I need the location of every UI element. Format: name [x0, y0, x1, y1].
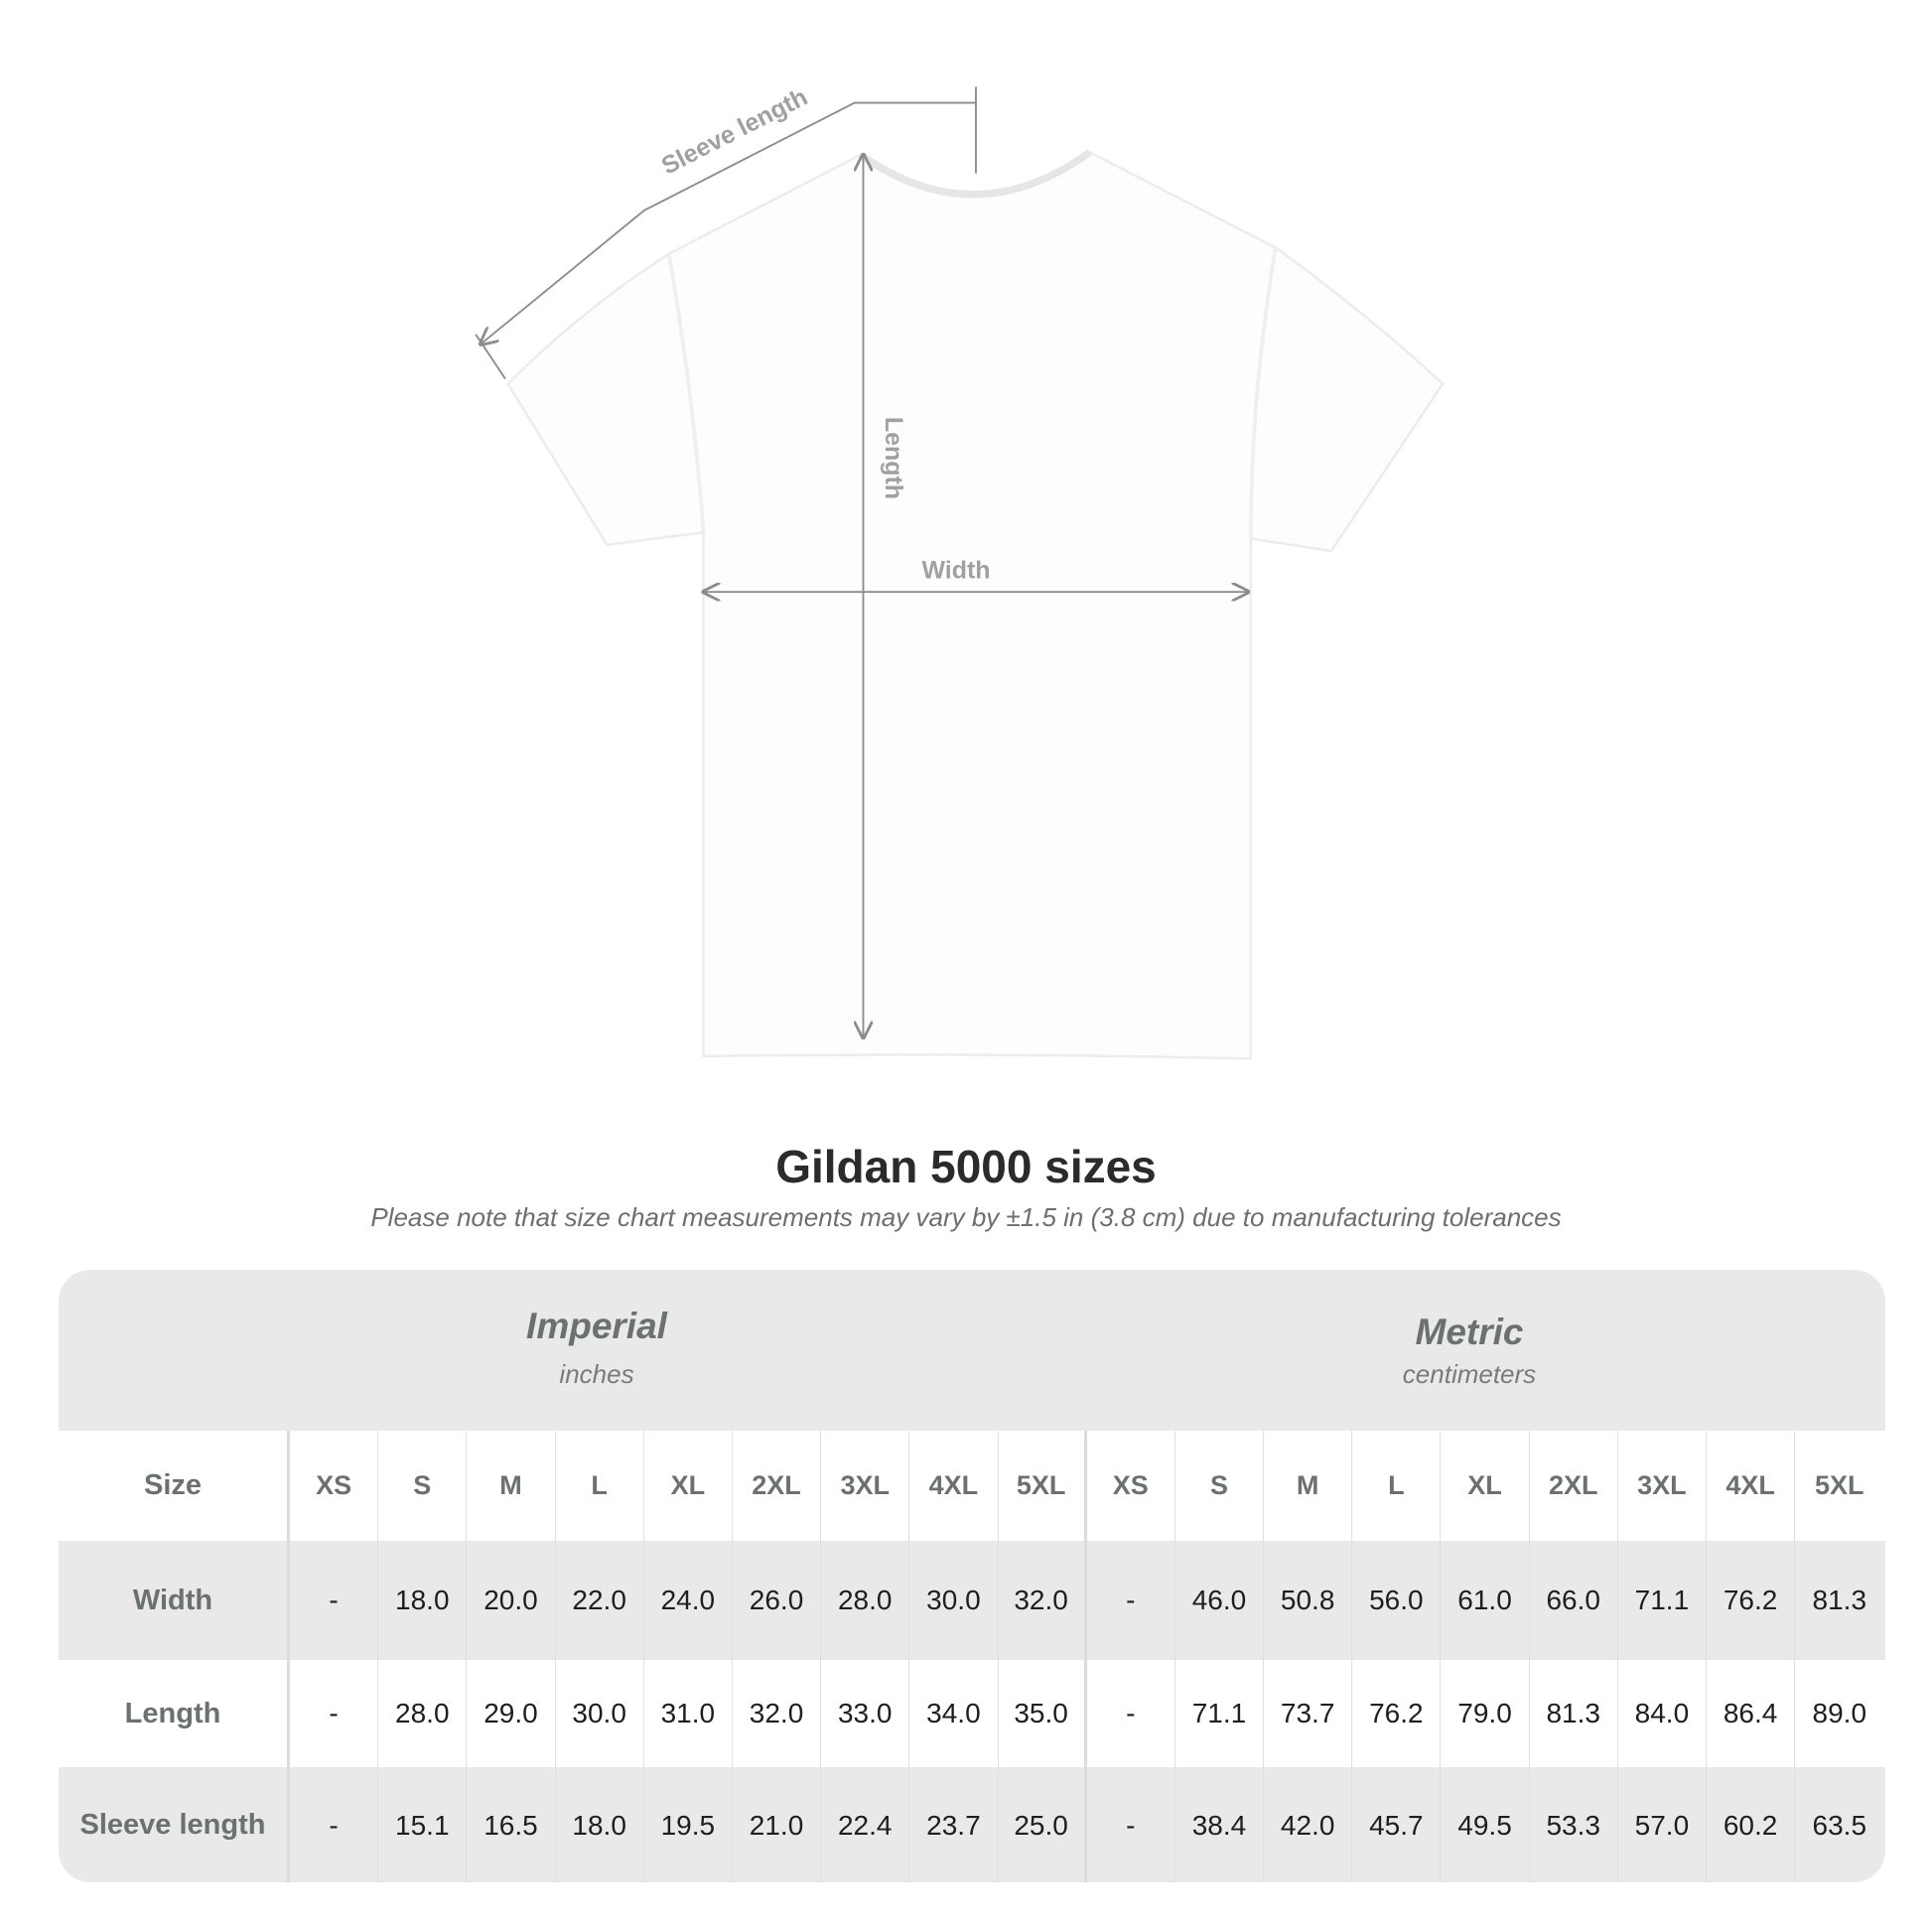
table-cell: 32.0: [999, 1541, 1087, 1660]
page-title: Gildan 5000 sizes: [775, 1141, 1157, 1192]
table-cell: -: [1087, 1541, 1175, 1660]
table-cell: 33.0: [821, 1660, 910, 1767]
table-cell: 81.3: [1530, 1660, 1618, 1767]
table-cell: 56.0: [1352, 1541, 1442, 1660]
table-cell: 31.0: [644, 1660, 733, 1767]
size-header: 4XL: [1707, 1431, 1796, 1541]
table-cell: -: [290, 1660, 379, 1767]
table-row: Sleeve length -15.1 16.5 18.0 19.5 21.0 22.4 23…: [59, 1767, 1885, 1882]
size-header: L: [556, 1431, 644, 1541]
table-cell: 79.0: [1441, 1660, 1530, 1767]
imperial-unit: inches: [559, 1359, 634, 1389]
table-cell: 71.1: [1175, 1660, 1265, 1767]
size-header: 5XL: [1815, 1470, 1864, 1500]
table-cell: 29.0: [467, 1660, 556, 1767]
size-header: XS: [1087, 1431, 1175, 1541]
size-header: L: [1352, 1431, 1442, 1541]
table-cell: 61.0: [1441, 1541, 1530, 1660]
table-cell: 50.8: [1264, 1541, 1353, 1660]
size-header: XL: [644, 1431, 733, 1541]
table-cell: 19.5: [644, 1767, 733, 1882]
table-cell: 53.3: [1530, 1767, 1618, 1882]
row-label: Size: [59, 1431, 290, 1541]
metric-header: Metric centimeters: [1122, 1311, 1817, 1390]
table-cell: 22.0: [556, 1541, 644, 1660]
size-header: XS: [290, 1431, 379, 1541]
table-cell: 76.2: [1352, 1660, 1442, 1767]
table-cell: -: [290, 1541, 379, 1660]
size-header: XL: [1441, 1431, 1530, 1541]
row-label: Length: [59, 1660, 290, 1767]
row-label: Width: [59, 1541, 290, 1660]
table-cell: 22.4: [821, 1767, 910, 1882]
tshirt-diagram: Sleeve length Length Width: [475, 83, 1445, 1060]
tshirt-shape: [505, 150, 1445, 1060]
table-cell: -: [1087, 1767, 1175, 1882]
size-header: 4XL: [909, 1431, 999, 1541]
table-cell: 25.0: [999, 1767, 1087, 1882]
table-cell: 26.0: [733, 1541, 822, 1660]
size-header-row: Size XS S M L XL 2XL 3XL 4XL 5XL XS S M L XL 2XL 3XL 4XL 5…: [59, 1431, 1885, 1541]
width-label: Width: [922, 556, 991, 584]
table-cell: 28.0: [378, 1660, 468, 1767]
metric-title: Metric: [1415, 1311, 1524, 1352]
table-cell: -: [290, 1767, 379, 1882]
table-cell: 24.0: [644, 1541, 733, 1660]
table-cell: 21.0: [733, 1767, 822, 1882]
sleeve-length-arrow: [475, 86, 977, 380]
length-label: Length: [880, 417, 907, 499]
table-row: Width -18.0 20.0 22.0 24.0 26.0 28.0 30.0 32.0-4…: [59, 1541, 1885, 1660]
table-cell: 18.0: [556, 1767, 644, 1882]
table-cell: 71.1: [1618, 1541, 1707, 1660]
table-cell: 30.0: [909, 1541, 999, 1660]
size-header: 2XL: [1530, 1431, 1618, 1541]
table-cell: 42.0: [1264, 1767, 1353, 1882]
tolerance-note: Please note that size chart measurements…: [370, 1202, 1562, 1232]
table-cell: 89.0: [1812, 1698, 1867, 1728]
table-cell: 86.4: [1707, 1660, 1796, 1767]
table-cell: 16.5: [467, 1767, 556, 1882]
size-header: S: [378, 1431, 468, 1541]
imperial-title: Imperial: [526, 1306, 667, 1346]
table-cell: 66.0: [1530, 1541, 1618, 1660]
table-cell: 45.7: [1352, 1767, 1442, 1882]
table-cell: 28.0: [821, 1541, 910, 1660]
header-band: [59, 1270, 1885, 1431]
table-cell: 60.2: [1707, 1767, 1796, 1882]
size-table: Imperial inches Metric centimeters Size X…: [59, 1270, 1885, 1882]
row-label: Sleeve length: [59, 1767, 290, 1882]
table-cell: 84.0: [1618, 1660, 1707, 1767]
size-header: 3XL: [1618, 1431, 1707, 1541]
table-cell: 18.0: [378, 1541, 468, 1660]
size-header: 3XL: [821, 1431, 910, 1541]
table-cell: 49.5: [1441, 1767, 1530, 1882]
sleeve-length-label: Sleeve length: [657, 83, 812, 181]
table-cell: 34.0: [909, 1660, 999, 1767]
table-cell: 76.2: [1707, 1541, 1796, 1660]
size-header: M: [1264, 1431, 1353, 1541]
table-row: Length -28.0 29.0 30.0 31.0 32.0 33.0 34.0 35.0-…: [59, 1660, 1885, 1767]
table-cell: 81.3: [1812, 1585, 1867, 1615]
size-header: S: [1175, 1431, 1265, 1541]
metric-unit: centimeters: [1402, 1359, 1537, 1389]
size-header: M: [467, 1431, 556, 1541]
size-header: 2XL: [733, 1431, 822, 1541]
table-cell: 20.0: [467, 1541, 556, 1660]
table-cell: 63.5: [1812, 1809, 1867, 1841]
table-cell: 30.0: [556, 1660, 644, 1767]
table-cell: 73.7: [1264, 1660, 1353, 1767]
table-cell: 57.0: [1618, 1767, 1707, 1882]
table-cell: 32.0: [733, 1660, 822, 1767]
table-cell: 23.7: [909, 1767, 999, 1882]
table-cell: 35.0: [999, 1660, 1087, 1767]
table-cell: -: [1087, 1660, 1175, 1767]
table-cell: 46.0: [1175, 1541, 1265, 1660]
size-header: 5XL: [999, 1431, 1087, 1541]
table-cell: 38.4: [1175, 1767, 1265, 1882]
table-cell: 15.1: [378, 1767, 468, 1882]
imperial-header: Imperial inches: [249, 1306, 944, 1390]
